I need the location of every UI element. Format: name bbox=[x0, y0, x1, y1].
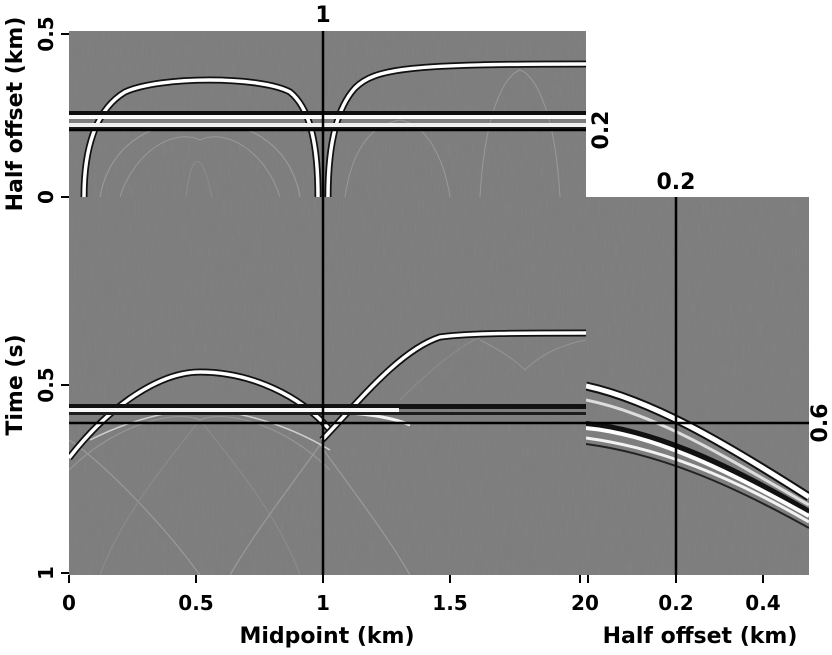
side-panel bbox=[586, 197, 809, 575]
crosshairs bbox=[69, 31, 809, 575]
side-panel-events bbox=[586, 381, 809, 529]
crosshair-time-label: 0.6 bbox=[808, 404, 832, 443]
side-x-tick-0: 0 bbox=[585, 591, 599, 615]
main-x-tick-3: 1.5 bbox=[432, 591, 467, 615]
side-panel-x-axis: 0 0.2 0.4 Half offset (km) bbox=[585, 575, 797, 649]
side-x-tick-2: 0.4 bbox=[745, 591, 780, 615]
crosshair-offset-label: 0.2 bbox=[589, 111, 614, 150]
crosshair-side-offset-label: 0.2 bbox=[657, 170, 696, 195]
crosshair-midpoint-label: 1 bbox=[315, 3, 330, 28]
main-panel-x-axis: 0 0.5 1 1.5 2 Midpoint (km) bbox=[62, 575, 585, 649]
main-y-tick-1: 1 bbox=[34, 566, 58, 580]
main-x-tick-4: 2 bbox=[571, 591, 585, 615]
main-x-tick-1: 0.5 bbox=[178, 591, 213, 615]
top-y-tick-0: 0.5 bbox=[34, 16, 58, 51]
top-y-tick-1: 0 bbox=[34, 190, 58, 204]
side-x-tick-1: 0.2 bbox=[658, 591, 693, 615]
main-x-axis-label: Midpoint (km) bbox=[239, 624, 414, 649]
main-panel-events bbox=[69, 329, 586, 575]
side-x-axis-label: Half offset (km) bbox=[603, 624, 798, 649]
main-x-tick-2: 1 bbox=[316, 591, 330, 615]
main-panel-y-axis: 0.5 1 Time (s) bbox=[3, 334, 69, 580]
main-y-tick-0: 0.5 bbox=[34, 367, 58, 402]
main-panel bbox=[69, 197, 586, 575]
top-y-axis-label: Half offset (km) bbox=[3, 17, 28, 212]
top-panel bbox=[69, 31, 586, 197]
top-panel-events bbox=[69, 60, 586, 197]
main-y-axis-label: Time (s) bbox=[3, 334, 28, 435]
main-x-tick-0: 0 bbox=[62, 591, 76, 615]
top-panel-y-axis: 0.5 0 Half offset (km) bbox=[3, 16, 69, 211]
